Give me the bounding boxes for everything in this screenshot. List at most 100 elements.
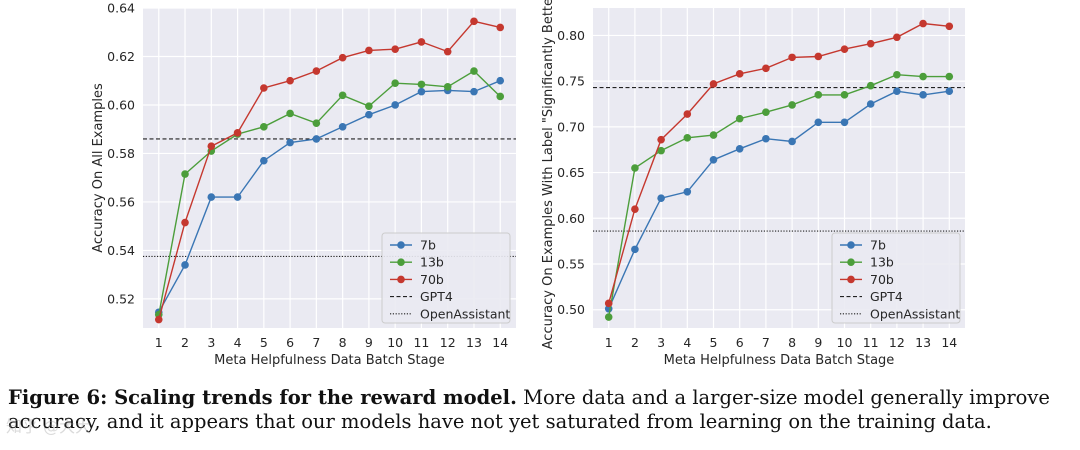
- point-70b: [470, 17, 478, 26]
- point-70b: [683, 110, 692, 118]
- y-tick-label: 0.70: [557, 119, 585, 134]
- caption-text: More data and a larger-size model genera…: [8, 386, 1050, 433]
- y-tick-label: 0.54: [107, 243, 135, 258]
- x-tick-label: 8: [339, 335, 347, 350]
- x-axis-label: Meta Helpfulness Data Batch Stage: [214, 353, 445, 368]
- point-13b: [866, 81, 875, 90]
- legend-label: 7b: [420, 238, 436, 253]
- point-13b: [945, 72, 954, 81]
- x-tick-label: 10: [837, 335, 853, 350]
- point-7b: [866, 100, 875, 108]
- point-13b: [762, 108, 770, 117]
- y-tick-label: 0.64: [107, 1, 135, 16]
- legend-box: [381, 232, 511, 324]
- legend-label: OpenAssistant: [870, 306, 960, 321]
- point-70b: [312, 67, 321, 75]
- point-7b: [496, 76, 505, 85]
- x-tick-label: 1: [155, 335, 163, 350]
- point-70b: [154, 315, 163, 324]
- point-7b: [338, 122, 347, 131]
- point-13b: [260, 122, 268, 131]
- x-tick-label: 6: [736, 335, 744, 350]
- series-line-70b: [158, 20, 501, 320]
- point-13b: [496, 92, 505, 101]
- point-70b: [840, 45, 849, 53]
- point-70b: [207, 142, 216, 150]
- legend-label: 13b: [420, 255, 444, 270]
- legend-label: OpenAssistant: [420, 306, 510, 321]
- point-7b: [840, 118, 849, 127]
- chart-1: 1 2 3 4 5 6 7 8 9 10 11 12 13 140.520.540.560.580.600…: [91, 1, 516, 368]
- legend-marker-13b: [397, 258, 405, 267]
- point-7b: [657, 194, 665, 202]
- point-70b: [391, 45, 399, 54]
- y-tick-label: 0.65: [557, 165, 585, 180]
- chart-2: 1 2 3 4 5 6 7 8 9 10 11 12 13 140.500.550.600.650.700…: [541, 0, 965, 368]
- point-70b: [233, 129, 242, 137]
- x-tick-label: 1: [605, 335, 613, 350]
- x-tick-label: 7: [762, 335, 770, 350]
- legend-marker-7b: [847, 241, 855, 249]
- point-13b: [470, 67, 478, 75]
- legend-marker-70b: [397, 275, 405, 284]
- x-tick-label: 4: [683, 335, 691, 350]
- legend: 7b 13b 70b GPT4 OpenAssistant: [831, 232, 961, 324]
- point-13b: [181, 170, 189, 178]
- point-70b: [496, 23, 505, 32]
- point-70b: [443, 47, 452, 56]
- series-line-13b: [608, 73, 950, 318]
- point-13b: [657, 146, 665, 155]
- x-tick-label: 12: [440, 335, 456, 350]
- point-13b: [788, 101, 796, 109]
- figure: 1 2 3 4 5 6 7 8 9 10 11 12 13 140.520.540.560.580.600…: [91, 0, 965, 368]
- x-tick-label: 14: [492, 335, 508, 350]
- point-7b: [260, 156, 268, 165]
- x-tick-label: 11: [413, 335, 429, 350]
- legend: 7b 13b 70b GPT4 OpenAssistant: [381, 232, 511, 324]
- legend-label: 13b: [870, 255, 894, 270]
- x-axis-label: Meta Helpfulness Data Batch Stage: [664, 353, 895, 368]
- point-70b: [260, 84, 268, 92]
- point-7b: [893, 87, 901, 95]
- point-70b: [417, 38, 426, 46]
- legend-label: 70b: [420, 272, 444, 287]
- point-70b: [365, 46, 373, 55]
- figure-caption: Figure 6: Scaling trends for the reward …: [8, 386, 1072, 434]
- point-13b: [286, 109, 294, 118]
- point-13b: [417, 80, 426, 89]
- point-7b: [735, 145, 744, 153]
- point-13b: [919, 72, 927, 81]
- watermark: 知乎 @大大: [6, 417, 92, 436]
- point-13b: [312, 119, 321, 127]
- x-tick-label: 7: [312, 335, 320, 350]
- y-tick-label: 0.56: [107, 194, 135, 209]
- point-70b: [338, 53, 347, 62]
- x-tick-label: 2: [631, 335, 639, 350]
- point-70b: [709, 80, 718, 88]
- legend-box: [831, 232, 961, 324]
- x-tick-label: 11: [863, 335, 879, 350]
- point-13b: [604, 313, 613, 321]
- legend-marker-13b: [847, 258, 855, 267]
- point-13b: [814, 91, 823, 99]
- point-70b: [181, 218, 189, 227]
- y-tick-label: 0.62: [107, 49, 135, 64]
- legend-label: 7b: [870, 238, 886, 253]
- y-axis-label: Accuracy On Examples With Label "Signifi…: [541, 0, 556, 349]
- y-tick-label: 0.80: [557, 28, 585, 43]
- point-7b: [814, 118, 823, 127]
- point-7b: [286, 138, 294, 147]
- point-7b: [312, 135, 321, 143]
- point-13b: [893, 70, 901, 79]
- point-70b: [657, 135, 665, 144]
- x-tick-label: 5: [710, 335, 718, 350]
- x-tick-label: 13: [915, 335, 931, 350]
- point-70b: [945, 22, 954, 31]
- point-70b: [762, 64, 770, 73]
- x-tick-label: 9: [814, 335, 822, 350]
- point-70b: [735, 70, 744, 78]
- point-13b: [631, 164, 639, 172]
- point-70b: [814, 52, 823, 61]
- legend-marker-70b: [847, 275, 855, 284]
- point-7b: [207, 193, 216, 201]
